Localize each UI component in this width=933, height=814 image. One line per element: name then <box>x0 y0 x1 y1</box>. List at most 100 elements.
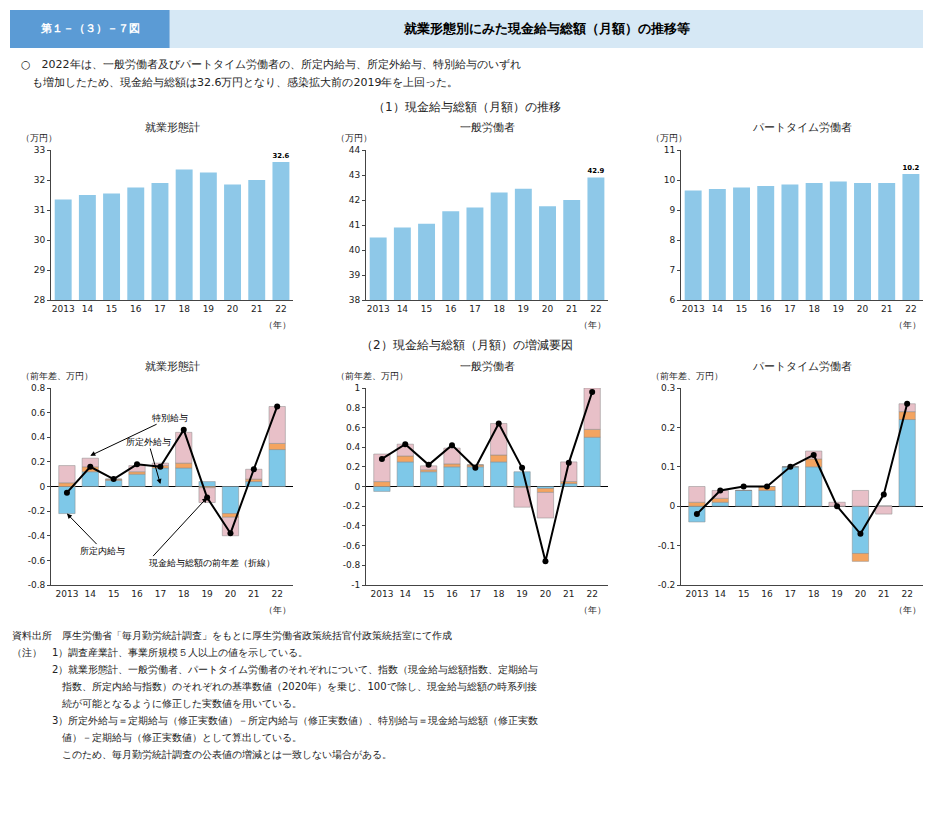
svg-text:0.2: 0.2 <box>661 423 675 433</box>
svg-text:20: 20 <box>542 304 554 314</box>
svg-text:6: 6 <box>670 295 676 305</box>
svg-text:21: 21 <box>878 589 889 599</box>
svg-text:22: 22 <box>590 304 601 314</box>
svg-text:このため、毎月勤労統計調査の公表値の増減とは一致しない場合が: このため、毎月勤労統計調査の公表値の増減とは一致しない場合がある。 <box>12 749 392 760</box>
svg-text:17: 17 <box>785 589 796 599</box>
svg-text:20: 20 <box>225 589 237 599</box>
svg-text:18: 18 <box>178 589 190 599</box>
svg-text:現金給与総額の前年差（折線）: 現金給与総額の前年差（折線） <box>149 558 275 568</box>
svg-text:44: 44 <box>349 145 361 155</box>
svg-text:19: 19 <box>518 304 530 314</box>
svg-text:資料出所 厚生労働省「毎月勤労統計調査」をもとに厚生労働省政: 資料出所 厚生労働省「毎月勤労統計調査」をもとに厚生労働省政策統括官付政策統括室… <box>12 630 452 641</box>
svg-text:3）所定外給与＝定期給与（修正実数値）－所定内給与（修正実数: 3）所定外給与＝定期給与（修正実数値）－所定内給与（修正実数値）、特別給与＝現金… <box>12 715 538 726</box>
svg-text:就業形態計: 就業形態計 <box>145 360 200 373</box>
svg-text:2013: 2013 <box>685 589 708 599</box>
svg-text:0: 0 <box>670 501 676 511</box>
svg-text:43: 43 <box>349 170 360 180</box>
svg-text:一般労働者: 一般労働者 <box>460 121 515 134</box>
svg-text:16: 16 <box>131 589 143 599</box>
svg-text:第１－（３）－７図: 第１－（３）－７図 <box>40 22 140 35</box>
svg-text:11: 11 <box>664 145 675 155</box>
svg-text:14: 14 <box>712 304 724 314</box>
svg-text:-1: -1 <box>351 580 360 590</box>
svg-text:17: 17 <box>469 304 480 314</box>
svg-text:-0.6: -0.6 <box>343 541 361 551</box>
svg-text:14: 14 <box>715 589 727 599</box>
svg-text:（年）: （年） <box>894 605 921 615</box>
svg-text:-0.4: -0.4 <box>343 521 361 531</box>
svg-text:15: 15 <box>108 589 119 599</box>
svg-text:値）－定期給与（修正実数値）として算出している。: 値）－定期給与（修正実数値）として算出している。 <box>12 732 302 743</box>
svg-text:2013: 2013 <box>370 589 393 599</box>
svg-text:一般労働者: 一般労働者 <box>460 360 515 373</box>
svg-text:2013: 2013 <box>55 589 78 599</box>
svg-text:（2）現金給与総額（月額）の増減要因: （2）現金給与総額（月額）の増減要因 <box>361 338 573 352</box>
svg-text:21: 21 <box>563 589 574 599</box>
svg-text:10.2: 10.2 <box>902 164 919 172</box>
svg-text:42: 42 <box>349 195 360 205</box>
svg-text:14: 14 <box>85 589 97 599</box>
svg-text:14: 14 <box>400 589 412 599</box>
svg-text:30: 30 <box>34 235 46 245</box>
svg-text:16: 16 <box>445 304 457 314</box>
svg-text:18: 18 <box>808 589 820 599</box>
svg-text:39: 39 <box>349 270 361 280</box>
svg-text:2）就業形態計、一般労働者、パートタイム労働者のそれぞれにつ: 2）就業形態計、一般労働者、パートタイム労働者のそれぞれについて、指数（現金給与… <box>12 664 538 675</box>
svg-text:○ 2022年は、一般労働者及びパートタイム労働者の、所定内: ○ 2022年は、一般労働者及びパートタイム労働者の、所定内給与、所定外給与、特… <box>21 58 521 71</box>
svg-text:22: 22 <box>275 304 286 314</box>
svg-text:8: 8 <box>670 235 676 245</box>
svg-text:16: 16 <box>760 304 772 314</box>
svg-text:-0.8: -0.8 <box>28 580 46 590</box>
svg-text:1: 1 <box>355 383 361 393</box>
svg-text:18: 18 <box>178 304 190 314</box>
svg-text:0.2: 0.2 <box>31 457 45 467</box>
svg-text:32.6: 32.6 <box>272 152 289 160</box>
svg-text:0: 0 <box>355 482 361 492</box>
svg-text:0.4: 0.4 <box>31 432 46 442</box>
svg-text:21: 21 <box>248 589 259 599</box>
svg-text:0.6: 0.6 <box>346 423 361 433</box>
svg-text:42.9: 42.9 <box>587 167 604 175</box>
svg-text:-0.8: -0.8 <box>343 560 361 570</box>
svg-text:15: 15 <box>736 304 747 314</box>
svg-text:20: 20 <box>227 304 239 314</box>
svg-text:22: 22 <box>901 589 912 599</box>
svg-text:19: 19 <box>201 589 213 599</box>
svg-text:15: 15 <box>106 304 117 314</box>
svg-text:所定内給与: 所定内給与 <box>80 546 125 556</box>
svg-text:16: 16 <box>130 304 142 314</box>
svg-text:16: 16 <box>446 589 458 599</box>
svg-text:特別給与: 特別給与 <box>152 413 188 423</box>
svg-text:就業形態別にみた現金給与総額（月額）の推移等: 就業形態別にみた現金給与総額（月額）の推移等 <box>403 21 690 36</box>
svg-text:も増加したため、現金給与総額は32.6万円となり、感染拡大前: も増加したため、現金給与総額は32.6万円となり、感染拡大前の2019年を上回っ… <box>21 76 459 89</box>
svg-text:-0.1: -0.1 <box>658 541 676 551</box>
svg-text:18: 18 <box>493 304 505 314</box>
svg-text:33: 33 <box>34 145 45 155</box>
svg-text:15: 15 <box>738 589 749 599</box>
svg-text:0.8: 0.8 <box>346 403 361 413</box>
svg-text:（万円）: （万円） <box>21 133 57 143</box>
svg-text:20: 20 <box>855 589 867 599</box>
svg-text:（年）: （年） <box>894 320 921 330</box>
svg-text:31: 31 <box>34 205 45 215</box>
svg-text:（前年差、万円）: （前年差、万円） <box>21 371 93 381</box>
svg-text:29: 29 <box>34 265 46 275</box>
svg-text:19: 19 <box>831 589 843 599</box>
svg-text:0.3: 0.3 <box>661 383 675 393</box>
svg-text:2013: 2013 <box>682 304 705 314</box>
svg-text:32: 32 <box>34 175 45 185</box>
svg-text:28: 28 <box>34 295 46 305</box>
svg-text:19: 19 <box>516 589 528 599</box>
svg-text:40: 40 <box>349 245 361 255</box>
svg-text:22: 22 <box>586 589 597 599</box>
svg-text:10: 10 <box>664 175 676 185</box>
svg-text:17: 17 <box>784 304 795 314</box>
svg-text:（年）: （年） <box>579 320 606 330</box>
svg-text:0.4: 0.4 <box>346 442 361 452</box>
svg-text:0.6: 0.6 <box>31 408 46 418</box>
svg-text:（前年差、万円）: （前年差、万円） <box>651 371 723 381</box>
svg-text:-0.2: -0.2 <box>658 580 676 590</box>
svg-text:0.8: 0.8 <box>31 383 46 393</box>
svg-text:16: 16 <box>761 589 773 599</box>
svg-text:就業形態計: 就業形態計 <box>145 121 200 134</box>
